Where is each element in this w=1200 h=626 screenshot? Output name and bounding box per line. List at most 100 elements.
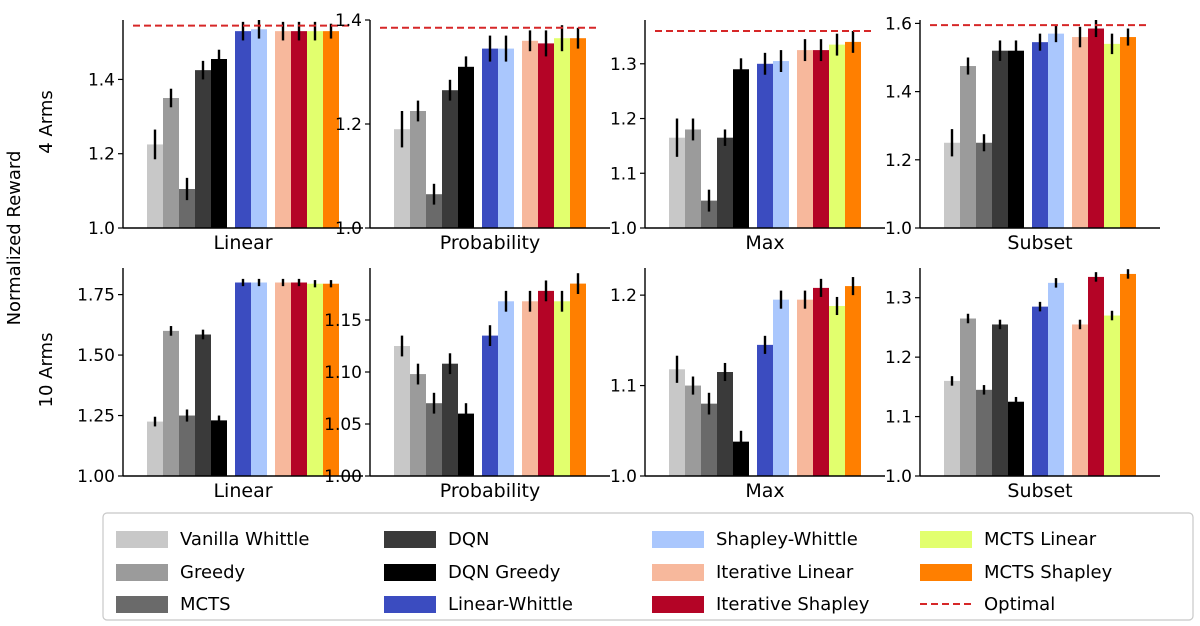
legend-label: Vanilla Whittle (180, 529, 310, 550)
bar-shapley-whittle (1048, 33, 1064, 228)
y-tick-label: 1.2 (335, 115, 362, 135)
y-tick-label: 1.1 (610, 164, 637, 184)
y-tick-label: 1.2 (610, 110, 637, 130)
bar-vanilla-whittle (147, 144, 163, 228)
legend-item-dqn-greedy: DQN Greedy (384, 562, 561, 583)
x-axis-label: Probability (440, 232, 540, 254)
legend-item-linear-whittle: Linear-Whittle (384, 594, 573, 615)
bar-dqn-greedy (458, 66, 474, 228)
bar-mcts-linear (307, 283, 323, 476)
legend-swatch (652, 531, 704, 548)
y-tick-label: 1.4 (88, 70, 115, 90)
chart-panels: 1.01.21.4Linear1.01.21.4Probability1.01.… (77, 11, 1160, 502)
legend-label: MCTS Shapley (984, 562, 1113, 583)
y-tick-label: 1.00 (77, 467, 115, 487)
legend-item-mcts: MCTS (116, 594, 231, 615)
bar-dqn (442, 363, 458, 476)
panel-1-3: 1.0 1.1 1.2 1.3 Subset (885, 268, 1160, 502)
bar-vanilla-whittle (147, 421, 163, 476)
bar-greedy (685, 129, 701, 228)
bar-mcts (179, 415, 195, 476)
legend-item-vanilla-whittle: Vanilla Whittle (116, 529, 310, 550)
bar-shapley-whittle (773, 61, 789, 229)
y-tick-label: 1.4 (335, 11, 362, 31)
bar-mcts-shapley (845, 286, 861, 476)
bar-iterative-shapley (538, 290, 554, 476)
bar-dqn-greedy (211, 420, 227, 476)
legend-label: Greedy (180, 562, 246, 583)
y-tick-label: 1.0 (885, 467, 912, 487)
bar-dqn (195, 70, 211, 229)
y-tick-label: 1.0 (885, 219, 912, 239)
y-tick-label: 1.15 (324, 311, 362, 331)
panel-0-3: 1.0 1.2 1.4 1.6 Subset (885, 14, 1160, 254)
bar-dqn (992, 50, 1008, 229)
legend-label: Linear-Whittle (448, 594, 573, 615)
legend-swatch (116, 564, 168, 581)
y-tick-label: 1.3 (885, 289, 912, 309)
y-tick-label: 1.4 (885, 83, 912, 103)
bar-mcts-shapley (1120, 37, 1136, 228)
bar-linear-whittle (757, 344, 773, 476)
bar-linear-whittle (1032, 306, 1048, 476)
x-axis-label: Probability (440, 480, 540, 502)
bar-greedy (410, 374, 426, 476)
legend-label: Iterative Linear (716, 562, 854, 583)
bar-vanilla-whittle (944, 142, 960, 228)
bar-mcts-shapley (845, 41, 861, 228)
bar-shapley-whittle (498, 48, 514, 228)
y-tick-label: 1.0 (88, 219, 115, 239)
bar-mcts-linear (307, 31, 323, 229)
bar-dqn (992, 324, 1008, 476)
bar-mcts (426, 194, 442, 228)
bar-dqn-greedy (733, 69, 749, 229)
bar-iterative-linear (522, 301, 538, 476)
bar-mcts-shapley (570, 38, 586, 229)
y-tick-label: 1.0 (610, 219, 637, 239)
bar-linear-whittle (1032, 42, 1048, 228)
legend-swatch (652, 596, 704, 613)
legend-item-dqn: DQN (384, 529, 490, 550)
x-axis-label: Subset (1007, 480, 1072, 502)
legend-item-iterative-linear: Iterative Linear (652, 562, 854, 583)
bar-mcts-shapley (570, 283, 586, 476)
bar-mcts (426, 403, 442, 476)
panel-1-2: 1.0 1.1 1.2 Max (610, 268, 885, 502)
bar-iterative-linear (797, 50, 813, 229)
legend-label: MCTS (180, 594, 231, 615)
bar-greedy (960, 66, 976, 229)
legend-swatch (920, 564, 972, 581)
bar-mcts-linear (1104, 43, 1120, 228)
legend-label: Optimal (984, 594, 1055, 615)
y-tick-label: 1.75 (77, 286, 115, 306)
y-tick-label: 1.2 (88, 145, 115, 165)
legend-item-shapley-whittle: Shapley-Whittle (652, 529, 858, 550)
bar-vanilla-whittle (669, 137, 685, 228)
bar-linear-whittle (235, 31, 251, 229)
bar-mcts-linear (829, 44, 845, 229)
bar-shapley-whittle (498, 301, 514, 476)
bar-dqn (717, 137, 733, 228)
bar-dqn-greedy (458, 413, 474, 476)
y-tick-label: 1.3 (610, 55, 637, 75)
bar-dqn-greedy (1008, 401, 1024, 476)
bar-vanilla-whittle (394, 129, 410, 228)
x-axis-label: Linear (213, 232, 272, 254)
row-label-10-arms: 10 Arms (36, 333, 57, 408)
bar-linear-whittle (235, 282, 251, 476)
bar-mcts (701, 403, 717, 476)
bar-iterative-shapley (1088, 28, 1104, 228)
panel-0-0: 1.0 1.2 1.4 Linear (88, 20, 363, 254)
bar-iterative-shapley (538, 43, 554, 229)
bar-linear-whittle (482, 48, 498, 228)
legend-swatch (116, 531, 168, 548)
bar-greedy (410, 111, 426, 228)
bar-iterative-linear (797, 299, 813, 476)
legend-item-optimal: Optimal (920, 594, 1055, 615)
y-tick-label: 1.2 (885, 348, 912, 368)
bar-dqn-greedy (733, 441, 749, 476)
bar-shapley-whittle (1048, 282, 1064, 476)
bar-mcts-linear (554, 38, 570, 229)
bar-mcts-linear (554, 301, 570, 476)
